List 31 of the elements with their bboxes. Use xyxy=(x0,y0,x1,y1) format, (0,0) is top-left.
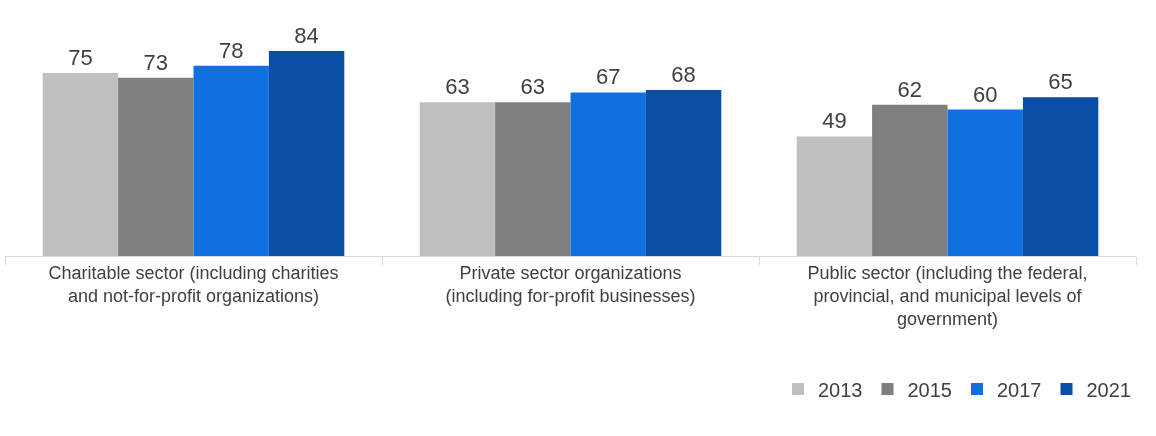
data-label: 60 xyxy=(972,81,998,107)
bar xyxy=(645,90,722,256)
data-label: 75 xyxy=(68,44,93,70)
legend-label: 2013 xyxy=(818,378,863,401)
data-label: 68 xyxy=(671,62,696,88)
legend-label: 2017 xyxy=(997,378,1042,401)
x-tick-label: Private sector organizations (including for-profit businesses) xyxy=(445,262,696,306)
data-label: 73 xyxy=(143,49,169,75)
bar xyxy=(947,109,1023,256)
data-label: 49 xyxy=(822,108,847,134)
bar xyxy=(268,51,345,256)
data-label: 67 xyxy=(595,64,621,90)
bar xyxy=(796,136,873,256)
legend-label: 2015 xyxy=(907,378,952,401)
x-tick-label: Public sector (including the federal, provincial, and municipal levels of government) xyxy=(807,262,1088,330)
bar xyxy=(118,77,194,256)
data-label: 62 xyxy=(897,76,923,102)
data-label: 84 xyxy=(294,23,319,48)
data-label: 78 xyxy=(218,37,244,63)
legend-label: 2021 xyxy=(1086,378,1131,401)
bar xyxy=(570,92,646,256)
bar xyxy=(1022,97,1099,256)
data-label: 65 xyxy=(1048,69,1073,95)
bar xyxy=(495,102,571,256)
data-label: 63 xyxy=(520,74,546,100)
bar xyxy=(42,72,119,256)
bar xyxy=(872,104,948,256)
x-tick-label: Charitable sector (including charities and not-for-profit organizations) xyxy=(48,262,339,306)
bar xyxy=(193,65,269,256)
bar xyxy=(419,102,496,256)
data-label: 63 xyxy=(445,74,470,100)
